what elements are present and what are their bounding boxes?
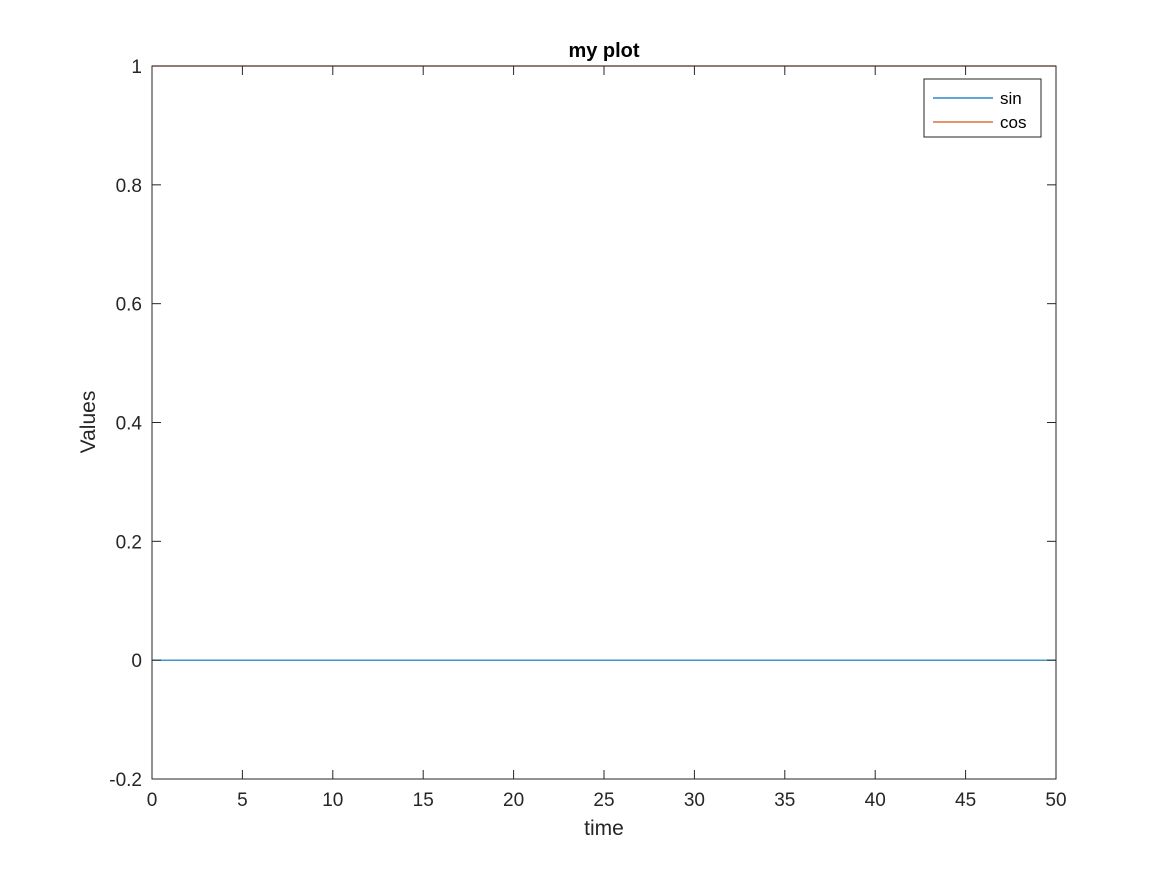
tick-layer: 0 5 10 15 20 25 30 35 40 45 50-0.200.20.40.60.81 <box>109 57 1066 811</box>
legend-label-sin: sin <box>1000 89 1022 108</box>
chart-title: my plot <box>568 40 639 62</box>
x-tick-label: 10 <box>322 790 343 811</box>
y-tick-label: 0.4 <box>116 414 143 435</box>
y-axis-label: Values <box>77 391 100 454</box>
plot-area <box>152 66 1056 779</box>
x-tick-label: 20 <box>503 790 524 811</box>
y-tick-label: 0 <box>131 651 142 672</box>
x-tick-label: 50 <box>1045 790 1066 811</box>
x-tick-label: 40 <box>865 790 886 811</box>
y-tick-label: -0.2 <box>109 770 142 791</box>
x-tick-label: 30 <box>684 790 705 811</box>
x-axis-label: time <box>584 817 624 840</box>
legend-label-cos: cos <box>1000 113 1026 132</box>
x-tick-label: 35 <box>774 790 795 811</box>
legend: sin cos <box>923 78 1042 138</box>
y-tick-label: 0.6 <box>116 295 142 316</box>
y-tick-label: 1 <box>131 57 142 78</box>
x-tick-label: 45 <box>955 790 976 811</box>
x-tick-label: 0 <box>147 790 158 811</box>
legend-box <box>923 78 1042 138</box>
x-tick-label: 15 <box>413 790 434 811</box>
x-tick-label: 5 <box>237 790 248 811</box>
y-tick-label: 0.8 <box>116 176 142 197</box>
x-tick-label: 25 <box>593 790 614 811</box>
plot-frame <box>151 65 1057 780</box>
y-tick-label: 0.2 <box>116 532 142 553</box>
